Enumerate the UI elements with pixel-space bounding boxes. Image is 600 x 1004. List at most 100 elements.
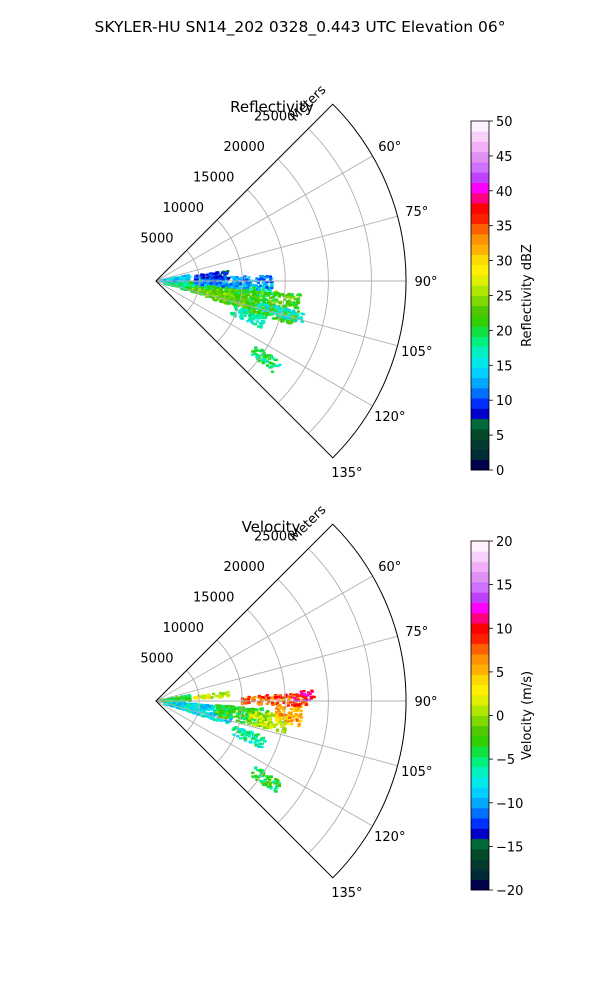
echo-gate	[232, 278, 236, 281]
echo-gate	[266, 294, 271, 297]
echo-gate	[267, 699, 271, 702]
echo-gate	[287, 295, 291, 299]
echo-gate	[218, 277, 222, 280]
echo-gate	[174, 702, 178, 706]
echo-gate	[253, 716, 257, 720]
echo-gate	[227, 694, 231, 697]
echo-gate	[281, 294, 286, 297]
echo-gate	[262, 287, 266, 290]
echo-gate	[273, 713, 277, 716]
echo-gate	[230, 312, 234, 316]
reflectivity-panel: Reflectivity 500010000150002000025000Met…	[140, 83, 535, 481]
echo-gate	[293, 701, 297, 704]
echo-gate	[206, 286, 210, 289]
echo-gate	[280, 716, 284, 719]
echo-gate	[241, 294, 245, 297]
colorbar-segment	[471, 746, 489, 757]
echo-gate	[257, 696, 261, 699]
echo-gate	[210, 287, 214, 290]
echo-gate	[238, 289, 242, 292]
echo-gate	[241, 714, 245, 717]
echo-gate	[289, 707, 293, 710]
echo-gate	[224, 283, 228, 287]
echo-gate	[192, 289, 196, 292]
echo-gate	[234, 296, 238, 299]
echo-gate	[267, 299, 272, 302]
echo-gate	[250, 707, 255, 710]
echo-gate	[285, 302, 289, 305]
echo-gate	[297, 723, 301, 726]
echo-gate	[263, 715, 267, 718]
echo-gate	[182, 276, 186, 279]
echo-gate	[252, 724, 256, 727]
echo-gate	[299, 702, 303, 705]
echo-gate	[274, 309, 278, 312]
echo-gate	[270, 701, 274, 705]
echo-gate	[271, 703, 275, 706]
echo-gate	[299, 317, 303, 320]
echo-gate	[211, 712, 215, 715]
echo-gate	[261, 717, 265, 721]
echo-gate	[248, 717, 252, 720]
echo-gate	[266, 308, 270, 312]
echo-gate	[280, 696, 284, 699]
echo-gate	[276, 720, 280, 723]
echo-gate	[288, 322, 292, 325]
echo-gate	[243, 702, 247, 705]
echo-gate	[187, 694, 191, 697]
echo-gate	[270, 286, 274, 290]
echo-gate	[296, 707, 300, 710]
echo-gate	[225, 708, 229, 711]
echo-gate	[202, 709, 206, 712]
echo-gate	[224, 302, 228, 305]
echo-gate	[277, 305, 281, 308]
echo-gate	[237, 716, 242, 719]
echo-gate	[275, 711, 279, 714]
echo-gate	[251, 283, 255, 287]
echo-gate	[264, 292, 269, 296]
echo-gate	[299, 709, 303, 713]
echo-gate	[249, 298, 254, 302]
echo-gate	[247, 318, 251, 321]
echo-gate	[252, 310, 256, 314]
echo-gate	[216, 719, 220, 722]
echo-gate	[301, 320, 305, 323]
colorbar-segment	[471, 295, 489, 307]
echo-gate	[219, 718, 223, 721]
echo-gate	[269, 718, 273, 721]
echo-gate	[264, 717, 268, 720]
echo-gate	[273, 298, 277, 301]
echo-gate	[219, 692, 223, 695]
echo-gate	[275, 707, 279, 710]
colorbar-segment	[471, 203, 489, 214]
echo-gate	[255, 356, 259, 360]
echo-gate	[177, 703, 181, 706]
echo-gate	[220, 294, 224, 298]
echo-gate	[199, 291, 203, 294]
echo-gate	[255, 349, 259, 352]
echo-gate	[195, 285, 199, 288]
echo-gate	[231, 302, 235, 305]
echo-gate	[293, 702, 297, 706]
echo-gate	[239, 282, 243, 286]
colorbar-segment	[471, 316, 489, 327]
echo-gate	[254, 774, 258, 778]
echo-gate	[216, 282, 220, 285]
echo-gate	[298, 714, 302, 717]
echo-gate	[233, 303, 237, 307]
colorbar-segment	[471, 797, 489, 809]
echo-gate	[224, 713, 228, 716]
echo-gate	[267, 357, 271, 360]
echo-gate	[278, 712, 283, 716]
echo-gate	[206, 281, 210, 284]
echo-gate	[266, 781, 270, 784]
echo-gate	[199, 281, 203, 284]
colorbar-segment	[471, 818, 489, 829]
echo-gate	[260, 299, 264, 302]
echo-gate	[276, 292, 281, 295]
echo-gate	[243, 738, 247, 741]
colorbar-segment	[471, 305, 489, 317]
echo-gate	[273, 695, 278, 699]
echo-gate	[288, 698, 292, 701]
echo-gate	[263, 308, 267, 311]
